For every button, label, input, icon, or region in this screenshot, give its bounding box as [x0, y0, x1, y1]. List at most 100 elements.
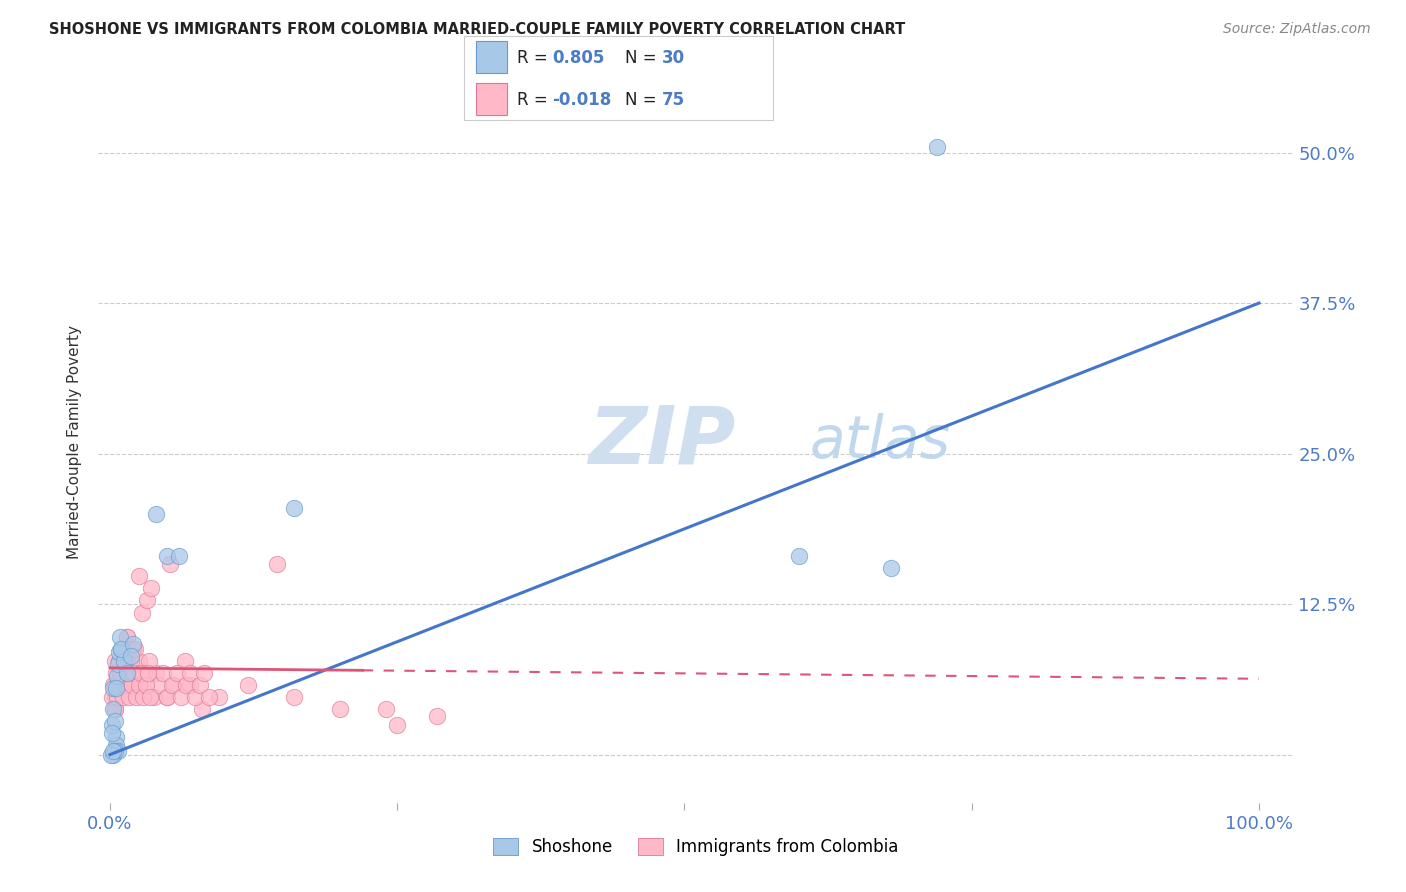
Point	[114, 678, 136, 692]
Point	[329, 702, 352, 716]
Point	[100, 747, 122, 762]
Text: N =: N =	[624, 91, 662, 109]
Point	[115, 665, 138, 680]
Point	[110, 678, 132, 692]
Point	[129, 665, 152, 680]
Point	[141, 582, 163, 596]
Point	[103, 681, 125, 696]
Point	[122, 637, 145, 651]
Point	[103, 690, 125, 704]
Point	[120, 654, 142, 668]
Point	[162, 678, 184, 692]
Point	[170, 690, 193, 704]
Point	[374, 702, 396, 716]
Point	[138, 654, 160, 668]
Point	[103, 678, 125, 692]
Y-axis label: Married-Couple Family Poverty: Married-Couple Family Poverty	[67, 325, 83, 558]
Point	[107, 744, 129, 758]
Point	[128, 678, 150, 692]
Text: R =: R =	[516, 49, 553, 67]
Point	[426, 709, 449, 723]
Point	[131, 606, 153, 620]
Point	[128, 654, 150, 668]
Text: -0.018: -0.018	[553, 91, 612, 109]
Point	[139, 690, 162, 704]
Point	[134, 665, 156, 680]
Point	[283, 690, 305, 704]
Point	[148, 678, 170, 692]
Point	[120, 648, 142, 663]
Text: N =: N =	[624, 49, 662, 67]
Point	[135, 678, 157, 692]
Point	[115, 665, 138, 680]
Point	[122, 665, 145, 680]
Point	[122, 665, 145, 680]
Point	[208, 690, 231, 704]
Point	[236, 678, 259, 692]
Point	[105, 690, 128, 704]
Point	[179, 678, 201, 692]
Point	[173, 654, 195, 668]
Point	[103, 714, 125, 728]
Point	[283, 500, 305, 515]
Point	[128, 678, 150, 692]
Point	[266, 558, 288, 572]
Point	[103, 702, 125, 716]
Point	[156, 549, 179, 563]
Point	[136, 665, 159, 680]
Point	[156, 690, 179, 704]
Text: ZIP: ZIP	[589, 402, 735, 481]
FancyBboxPatch shape	[477, 41, 508, 73]
Point	[108, 678, 131, 692]
Point	[160, 678, 183, 692]
Point	[101, 690, 124, 704]
Text: 0.805: 0.805	[553, 49, 605, 67]
Point	[385, 717, 409, 731]
Point	[101, 726, 124, 740]
Point	[145, 665, 167, 680]
Point	[191, 702, 214, 716]
Text: R =: R =	[516, 91, 553, 109]
Text: atlas: atlas	[810, 413, 950, 470]
Point	[124, 641, 146, 656]
Point	[115, 665, 138, 680]
Point	[167, 549, 190, 563]
Point	[159, 558, 181, 572]
Point	[179, 665, 201, 680]
Point	[105, 690, 128, 704]
Point	[880, 561, 903, 575]
Point	[115, 630, 138, 644]
Point	[166, 665, 188, 680]
Legend: Shoshone, Immigrants from Colombia: Shoshone, Immigrants from Colombia	[486, 831, 905, 863]
Text: 75: 75	[662, 91, 685, 109]
Point	[197, 690, 219, 704]
Point	[789, 549, 811, 563]
FancyBboxPatch shape	[477, 83, 508, 115]
Point	[156, 690, 179, 704]
Point	[104, 730, 127, 744]
Point	[110, 630, 132, 644]
Text: Source: ZipAtlas.com: Source: ZipAtlas.com	[1223, 22, 1371, 37]
Point	[112, 654, 135, 668]
Point	[128, 569, 150, 583]
Point	[103, 744, 125, 758]
Point	[118, 690, 141, 704]
Point	[125, 690, 148, 704]
Point	[184, 690, 207, 704]
Point	[132, 690, 155, 704]
Point	[142, 690, 165, 704]
Point	[122, 641, 145, 656]
Point	[103, 678, 125, 692]
Point	[188, 678, 211, 692]
Point	[111, 690, 134, 704]
Point	[103, 702, 125, 716]
Point	[122, 641, 145, 656]
Point	[104, 681, 127, 696]
Point	[145, 507, 167, 521]
Point	[104, 738, 127, 752]
Point	[927, 139, 949, 153]
Point	[108, 654, 131, 668]
Point	[107, 657, 129, 672]
Point	[110, 665, 132, 680]
Point	[103, 744, 125, 758]
